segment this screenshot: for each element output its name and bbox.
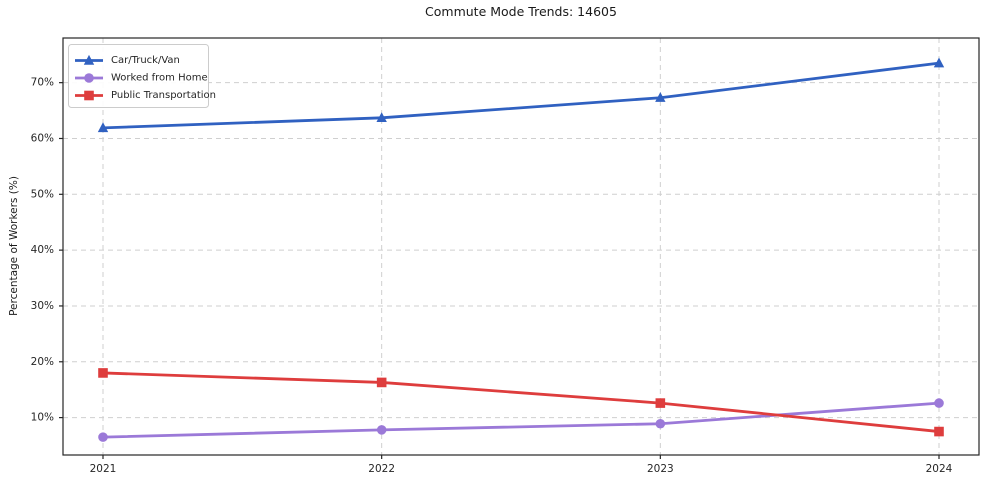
data-point-triangle <box>83 54 95 65</box>
data-point-square <box>934 426 944 437</box>
series-public-transportation <box>98 368 944 437</box>
x-tick-label: 2022 <box>368 463 395 475</box>
data-point-triangle <box>97 122 109 133</box>
legend-item-car-truck-van: Car/Truck/Van <box>75 54 180 66</box>
series-line-public-transportation <box>101 371 941 433</box>
legend-label: Car/Truck/Van <box>111 55 180 66</box>
y-tick-label: 40% <box>31 244 54 256</box>
series-line-worked-from-home <box>101 401 941 439</box>
plot-border <box>62 37 980 456</box>
series-car-truck-van <box>97 57 945 133</box>
y-tick-label: 60% <box>31 132 54 144</box>
data-point-circle <box>84 73 94 83</box>
legend: Car/Truck/Van Worked from Home Public Tran… <box>68 44 216 108</box>
y-tick-label: 20% <box>31 356 54 368</box>
data-point-triangle <box>376 112 387 123</box>
x-tick-label: 2024 <box>926 463 953 475</box>
legend-label: Public Transportation <box>111 90 216 101</box>
x-tick-label: 2021 <box>90 463 117 475</box>
chart-title: Commute Mode Trends: 14605 <box>425 4 617 19</box>
y-tick-label: 10% <box>31 412 54 424</box>
legend-item-worked-from-home: Worked from Home <box>75 73 208 84</box>
series-worked-from-home <box>98 398 944 442</box>
legend-box <box>68 44 209 108</box>
data-point-square <box>376 377 387 388</box>
data-point-square <box>655 398 666 408</box>
series-line-car-truck-van <box>101 61 941 130</box>
y-tick-label: 30% <box>31 300 54 312</box>
legend-label: Worked from Home <box>111 73 208 84</box>
data-point-square <box>98 368 108 378</box>
data-point-circle <box>98 432 108 442</box>
data-point-triangle <box>655 92 666 102</box>
y-tick-label: 50% <box>31 188 54 200</box>
data-point-circle <box>655 418 666 429</box>
data-point-triangle <box>933 57 945 68</box>
data-point-circle <box>376 425 387 435</box>
y-axis-label: Percentage of Workers (%) <box>8 176 20 316</box>
data-point-square <box>84 90 94 101</box>
data-point-circle <box>934 398 944 408</box>
y-tick-label: 70% <box>31 77 54 89</box>
x-tick-label: 2023 <box>647 463 674 475</box>
legend-item-public-transportation: Public Transportation <box>75 90 216 101</box>
